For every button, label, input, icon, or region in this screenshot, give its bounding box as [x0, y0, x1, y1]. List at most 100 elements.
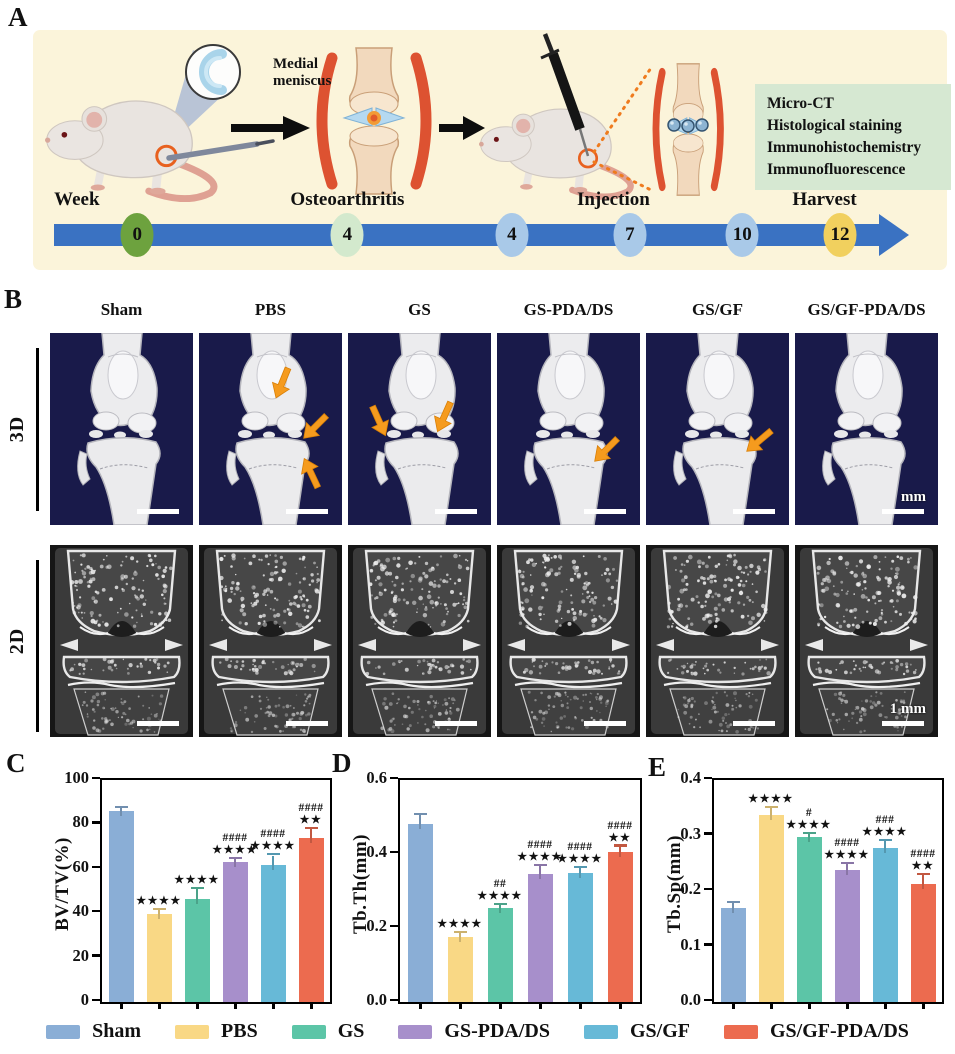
panel-a-illustration [33, 33, 947, 202]
y-tick-mark [704, 832, 712, 835]
panel-letter-e: E [648, 752, 667, 782]
timeline-week-point: 4 [495, 213, 529, 257]
error-bar [271, 855, 275, 871]
star-marks: ★★★★ [517, 851, 563, 864]
y-tick-mark [704, 998, 712, 1002]
star-marks: ★★★★ [824, 849, 870, 862]
star-marks: ★★★★ [174, 873, 220, 886]
micro-ct-2d-gs [348, 545, 491, 737]
panel-letter-b: B [4, 284, 23, 314]
y-tick-mark [92, 776, 100, 780]
bar-gs [487, 907, 513, 1002]
column-header: GS [408, 300, 431, 319]
significance-annotation: #### ★★ [883, 848, 955, 872]
error-bar-cap [413, 812, 427, 816]
legend-item: GS [291, 1020, 364, 1043]
column-header: PBS [254, 300, 287, 319]
star-marks: ★★★★ [786, 818, 832, 831]
bar-gs-gf-pda-ds [607, 852, 633, 1002]
x-tick-mark [272, 1002, 275, 1009]
error-bar [538, 866, 542, 880]
star-marks: ★★ [608, 831, 632, 844]
significance-annotation: #### ★★★★ [540, 841, 620, 865]
panel-b-column-headers: Sham PBS GS GS-PDA/DS GS/GF GS/GF-PDA/DS [50, 300, 938, 320]
error-bar-cap [573, 865, 587, 869]
bar-pbs [447, 937, 473, 1002]
micro-ct-2d-image [795, 545, 938, 737]
significance-annotation: ### ★★★★ [845, 814, 925, 838]
micro-ct-3d-image [497, 333, 640, 525]
micro-ct-3d-gs-gf [646, 333, 789, 525]
micro-ct-3d-sham [50, 333, 193, 525]
hash-marks: ## [493, 878, 507, 891]
significance-annotation: ★★★★ [157, 874, 237, 886]
legend-swatch [46, 1024, 81, 1039]
scale-bar [882, 720, 924, 726]
bar-gs [184, 898, 210, 1002]
micro-ct-3d-gs-pda-ds [497, 333, 640, 525]
y-tick-mark [390, 776, 398, 780]
micro-ct-3d-image [50, 333, 193, 525]
hydrogel-microspheres [667, 118, 709, 133]
micro-ct-2d-gs-gf-pda-ds: 1 mm [795, 545, 938, 737]
error-bar-cap [878, 838, 892, 842]
column-header: GS-PDA/DS [523, 300, 614, 319]
significance-annotation: ★★★★ [420, 918, 500, 930]
legend-label: GS-PDA/DS [444, 1020, 550, 1042]
micro-ct-3d-row: 3D mm [0, 333, 955, 525]
hash-marks: #### [607, 819, 633, 832]
significance-annotation: #### ★★★★ [195, 832, 275, 856]
method-line: Immunofluorescence [767, 161, 906, 178]
error-bar-cap [493, 903, 507, 906]
micro-ct-3d-image [348, 333, 491, 525]
chart-bvtv: BV/TV(%) ★★★★ ★★★★ #### ★★★★ #### ★★★★ #### ★★ 0 2… [38, 768, 358, 1020]
error-bar-cap [190, 886, 204, 889]
bar-gs [796, 836, 822, 1002]
bar-gs-gf-pda-ds [298, 837, 324, 1002]
error-bar [418, 815, 422, 830]
timeline-arrowhead [879, 214, 910, 256]
scale-bar [137, 720, 179, 726]
error-bar [233, 858, 237, 868]
row-label-3d: 3D [6, 415, 28, 443]
x-tick-mark [120, 1002, 123, 1009]
y-tick-mark [704, 943, 712, 946]
legend-swatch [398, 1024, 433, 1039]
significance-annotation: #### ★★★★ [233, 828, 313, 852]
micro-ct-2d-image [646, 545, 789, 737]
micro-ct-3d-image [795, 333, 938, 525]
timeline-stage-label: Osteoarthritis [290, 189, 405, 210]
y-tick-label: 100 [64, 768, 89, 787]
micro-ct-2d-pbs [199, 545, 342, 737]
scale-label: mm [901, 489, 926, 505]
star-marks: ★★★★ [477, 890, 523, 903]
error-bar [119, 808, 123, 817]
method-line: Micro-CT [767, 95, 834, 112]
y-tick-label: 0.4 [366, 842, 387, 861]
x-tick-mark [619, 1002, 622, 1009]
y-tick-label: 60 [72, 856, 90, 876]
bar-gs-gf [872, 848, 898, 1002]
y-tick-label: 80 [72, 812, 90, 832]
y-tick-label: 40 [72, 901, 90, 921]
legend-item: GS/GF [583, 1020, 690, 1043]
significance-annotation: #### ★★ [271, 802, 351, 826]
x-tick-mark [419, 1002, 422, 1009]
y-tick-mark [92, 954, 100, 957]
error-bar [498, 905, 502, 913]
y-tick-mark [390, 924, 398, 928]
x-tick-mark [499, 1002, 502, 1009]
hash-marks: #### [567, 841, 593, 854]
scale-bar [286, 508, 328, 514]
micro-ct-2d-image [348, 545, 491, 737]
significance-annotation: #### ★★★★ [500, 839, 580, 863]
legend-item: GS/GF-PDA/DS [723, 1020, 909, 1043]
legend-swatch [723, 1024, 758, 1039]
y-tick-mark [390, 998, 398, 1002]
legend-label: GS/GF-PDA/DS [769, 1020, 909, 1042]
timeline-week-point: 4 [330, 213, 364, 257]
panel-letter-c: C [6, 748, 26, 778]
error-bar-cap [916, 873, 930, 876]
error-bar [807, 833, 811, 842]
error-bar-cap [840, 862, 854, 865]
